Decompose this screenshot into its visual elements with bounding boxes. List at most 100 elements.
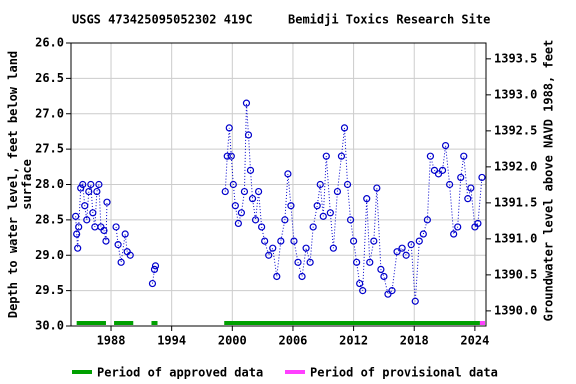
- data-point: [370, 237, 378, 245]
- data-point: [246, 166, 255, 174]
- data-point: [242, 99, 251, 107]
- data-point: [353, 258, 361, 266]
- data-point: [329, 244, 337, 252]
- y2-tick-label: 1390.5: [494, 267, 537, 281]
- y-tick-label: 29.5: [35, 283, 64, 297]
- data-point: [290, 237, 298, 245]
- data-point: [333, 187, 342, 196]
- data-point: [467, 184, 475, 192]
- data-point: [74, 244, 82, 252]
- y2-tick-label: 1391.5: [494, 195, 537, 209]
- x-tick-label: 2018: [400, 334, 429, 348]
- data-point: [240, 187, 249, 196]
- data-point: [302, 244, 310, 252]
- data-point: [93, 187, 101, 196]
- data-point: [229, 180, 237, 189]
- data-point: [151, 262, 160, 270]
- data-point: [340, 124, 349, 132]
- data-point: [346, 216, 355, 224]
- data-point: [430, 166, 439, 174]
- data-point: [407, 241, 415, 249]
- data-point: [150, 265, 159, 273]
- data-point: [287, 202, 295, 210]
- data-point: [75, 223, 83, 231]
- data-point: [244, 131, 253, 139]
- data-point: [343, 180, 352, 189]
- data-point: [393, 248, 401, 256]
- data-point: [322, 152, 330, 160]
- data-point: [474, 219, 482, 228]
- x-tick-label: 2000: [218, 334, 247, 348]
- y-tick-label: 29.0: [35, 248, 64, 262]
- data-point: [103, 198, 111, 206]
- y-tick-label: 27.5: [35, 142, 64, 156]
- data-point: [450, 230, 458, 238]
- y2-tick-label: 1393.0: [494, 87, 537, 101]
- data-point: [277, 237, 285, 245]
- data-point: [388, 287, 396, 295]
- data-point: [112, 223, 120, 231]
- y2-tick-label: 1390.0: [494, 303, 537, 317]
- y2-tick-label: 1392.5: [494, 123, 537, 137]
- y-tick-label: 30.0: [35, 319, 64, 333]
- y-axis-label-line: Depth to water level, feet below land: [6, 51, 20, 318]
- data-point: [313, 202, 321, 210]
- data-point: [273, 272, 281, 281]
- chart-title: USGS 473425095052302 419C: [72, 13, 253, 27]
- data-point: [81, 202, 89, 210]
- data-point: [363, 195, 371, 203]
- data-point: [441, 141, 450, 150]
- data-point: [309, 223, 317, 231]
- data-point: [398, 244, 406, 252]
- data-point: [411, 297, 419, 305]
- y2-axis-label: Groundwater level above NAVD 1988, feet: [542, 40, 556, 322]
- data-point: [423, 216, 431, 224]
- data-point: [225, 124, 233, 132]
- data-point: [306, 258, 314, 266]
- data-point: [77, 184, 85, 192]
- data-point: [373, 184, 381, 192]
- data-point: [438, 166, 447, 174]
- data-point: [377, 265, 385, 273]
- data-point: [72, 212, 80, 220]
- data-point: [102, 237, 110, 245]
- y2-tick-label: 1393.5: [494, 51, 537, 65]
- data-point: [248, 195, 257, 203]
- data-point: [460, 152, 468, 160]
- data-point: [419, 230, 427, 238]
- y-axis-label: Depth to water level, feet below landsur…: [6, 51, 34, 318]
- data-point: [114, 241, 122, 249]
- data-point: [356, 279, 364, 288]
- legend-label: Period of provisional data: [310, 366, 498, 380]
- chart-subtitle: Bemidji Toxics Research Site: [288, 13, 490, 27]
- data-point: [121, 230, 129, 238]
- data-point: [380, 272, 388, 281]
- data-point: [223, 152, 231, 160]
- y-axis-label-line: surface: [20, 159, 34, 210]
- data-point: [87, 180, 95, 189]
- data-point: [254, 187, 263, 196]
- x-tick-label: 2012: [339, 334, 368, 348]
- data-point: [95, 180, 103, 189]
- y-tick-label: 28.5: [35, 212, 64, 226]
- data-point: [261, 237, 269, 245]
- data-point: [281, 216, 289, 224]
- data-point: [384, 290, 392, 298]
- data-point: [126, 251, 134, 259]
- data-point: [326, 209, 334, 217]
- data-point: [294, 258, 302, 266]
- data-point: [148, 279, 157, 288]
- legend-label: Period of approved data: [97, 366, 263, 380]
- y2-tick-label: 1391.0: [494, 231, 537, 245]
- data-point: [100, 226, 108, 235]
- data-point: [359, 287, 367, 295]
- data-point: [366, 258, 374, 266]
- y-tick-label: 28.0: [35, 177, 64, 191]
- data-point: [83, 216, 91, 224]
- data-point: [79, 180, 87, 189]
- data-point: [316, 180, 324, 189]
- data-point: [446, 180, 454, 189]
- data-point: [454, 223, 462, 231]
- x-tick-label: 1994: [157, 334, 186, 348]
- data-point: [478, 173, 486, 182]
